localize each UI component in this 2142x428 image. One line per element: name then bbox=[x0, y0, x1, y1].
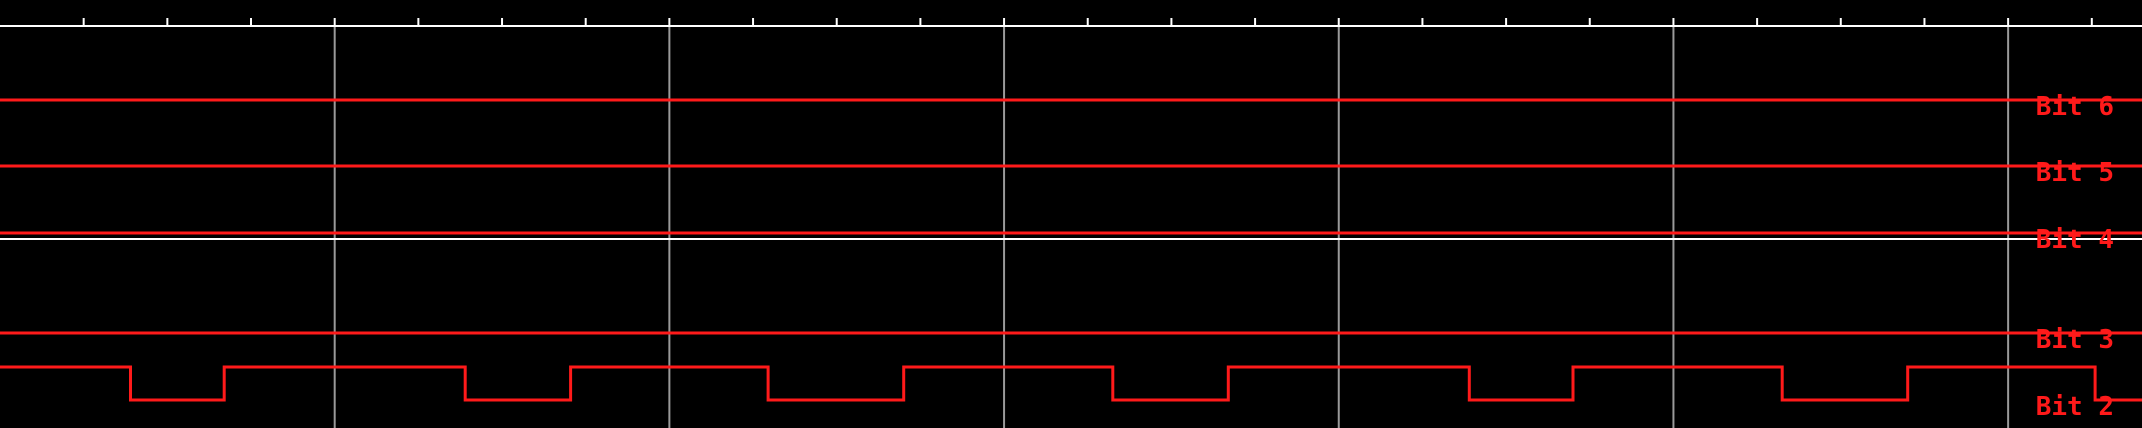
grid bbox=[0, 26, 2142, 428]
channel-traces bbox=[0, 98, 2142, 402]
label-bit-4: Bit 4 bbox=[2036, 225, 2114, 255]
label-bit-5: Bit 5 bbox=[2036, 158, 2114, 188]
trace-bit-2 bbox=[0, 365, 2142, 402]
label-bit-6: Bit 6 bbox=[2036, 92, 2114, 122]
label-bit-3: Bit 3 bbox=[2036, 325, 2114, 355]
channel-labels: Bit 6 Bit 5 Bit 4 Bit 3 Bit 2 bbox=[2036, 92, 2114, 422]
label-bit-2: Bit 2 bbox=[2036, 392, 2114, 422]
time-ruler bbox=[0, 18, 2142, 27]
